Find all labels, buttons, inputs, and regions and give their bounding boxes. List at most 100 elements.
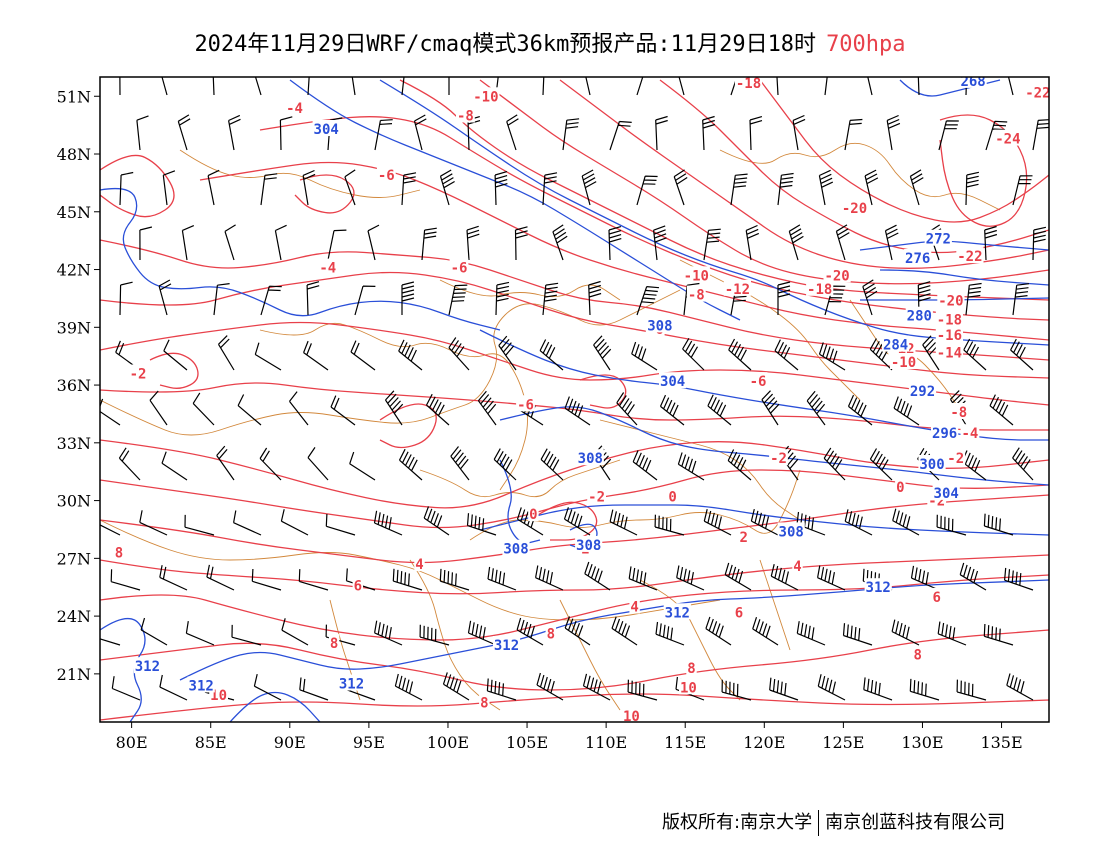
wind-barb — [298, 569, 329, 591]
wind-barb — [585, 77, 591, 96]
wind-barb — [869, 338, 893, 371]
isotherm-label-bg — [723, 279, 751, 296]
height-label: 292 — [910, 384, 935, 400]
wind-barb — [299, 677, 329, 701]
wind-barb — [139, 226, 153, 261]
wind-barb — [985, 120, 1008, 151]
isotherm-label: 0 — [896, 480, 904, 496]
isotherm — [479, 79, 1049, 285]
wind-barb — [721, 679, 752, 701]
border-line — [759, 559, 791, 651]
isotherm-label: -24 — [995, 132, 1020, 148]
wind-barb — [413, 114, 427, 151]
isotherm-label-bg — [479, 693, 490, 710]
wind-barb — [149, 390, 168, 426]
isotherm-label: -8 — [950, 405, 967, 421]
isotherm — [759, 79, 1049, 223]
wind-barb — [536, 672, 564, 701]
lon-tick-label: 105E — [506, 733, 548, 752]
wind-barb — [118, 447, 141, 481]
border-line — [719, 142, 1001, 211]
wind-barb — [917, 77, 920, 96]
isotherm-label-bg — [472, 87, 500, 104]
isotherm-label-bg — [414, 555, 425, 572]
lat-tick-label: 36N — [57, 376, 91, 395]
lon-tick-label: 120E — [743, 733, 785, 752]
isotherm-label: -20 — [842, 201, 867, 217]
wind-barb — [493, 448, 517, 481]
wind-barb — [401, 172, 417, 206]
wind-barb — [936, 514, 967, 536]
wind-barb — [956, 679, 987, 701]
wind-barb — [707, 394, 732, 426]
wind-barb — [177, 114, 191, 151]
wind-barb — [818, 342, 846, 371]
isotherm-label: 8 — [330, 636, 338, 652]
wind-barb — [477, 390, 497, 426]
wind-barb — [792, 114, 806, 151]
wind-barb — [653, 225, 667, 261]
wind-barb — [611, 616, 638, 646]
isotherm-label-bg — [935, 343, 963, 360]
wind-barb — [769, 677, 799, 701]
height-contours — [100, 79, 1049, 722]
isotherm — [100, 494, 1049, 564]
wind-barb — [439, 568, 470, 591]
height-label-bg — [492, 636, 521, 652]
height-label: 304 — [660, 374, 685, 390]
isotherm-label-bg — [935, 326, 963, 342]
wind-barb — [749, 116, 763, 151]
longitude-axis: 80E 85E 90E 95E 100E 105E 110E 115E 120E 125E 130E… — [116, 722, 1023, 752]
height-contour — [859, 297, 1049, 301]
height-label-bg — [864, 578, 892, 595]
isotherm-label: -8 — [457, 109, 474, 125]
isotherm — [100, 439, 1049, 509]
isotherm-label-bg — [113, 543, 125, 560]
wind-barb — [886, 114, 901, 151]
height-label: 312 — [665, 605, 690, 621]
wind-barb — [562, 118, 580, 151]
wind-barb — [752, 617, 779, 646]
wind-barb — [498, 335, 517, 371]
wind-barb — [181, 225, 195, 261]
isotherm-label: 0 — [529, 507, 537, 523]
isotherm-label: 8 — [480, 696, 488, 712]
lat-tick-label: 24N — [57, 607, 91, 626]
wind-barb — [817, 565, 846, 591]
wind-barb — [486, 678, 517, 701]
wind-barb — [835, 224, 850, 261]
isotherm-label: -6 — [378, 168, 395, 184]
wind-barb — [421, 227, 437, 261]
isotherm-label: -16 — [937, 328, 962, 344]
wind-barb — [1012, 447, 1034, 481]
isotherm-label: -6 — [517, 397, 534, 413]
chart-title: 2024年11月29日WRF/cmaq模式36km预报产品:11月29日18时 7… — [0, 26, 1100, 58]
wind-barb — [796, 621, 826, 646]
height-label: 308 — [578, 451, 603, 467]
wind-barb — [289, 391, 309, 426]
wind-barb — [1012, 175, 1033, 206]
footer-divider — [818, 810, 820, 836]
wind-barb — [398, 448, 423, 481]
wind-barb — [938, 120, 959, 151]
wind-barb — [965, 282, 982, 316]
wind-barb — [608, 226, 622, 261]
wind-barb — [563, 507, 591, 536]
wind-barb — [161, 77, 168, 96]
lat-tick-label: 48N — [57, 145, 91, 164]
wind-barb — [631, 341, 658, 371]
height-label-bg — [959, 77, 987, 88]
height-contour — [100, 187, 501, 331]
height-contour — [229, 691, 321, 722]
wind-barb — [224, 224, 236, 261]
wind-barb — [654, 514, 685, 536]
wind-barb — [909, 678, 940, 701]
height-contour — [479, 504, 1049, 536]
isotherm-label: 10 — [680, 680, 697, 696]
wind-barb — [761, 390, 780, 426]
wind-barb — [983, 513, 1014, 536]
height-label: 284 — [883, 338, 908, 354]
isotherm — [100, 693, 1049, 721]
wind-barb — [937, 621, 967, 646]
isotherm-label-bg — [528, 505, 539, 522]
